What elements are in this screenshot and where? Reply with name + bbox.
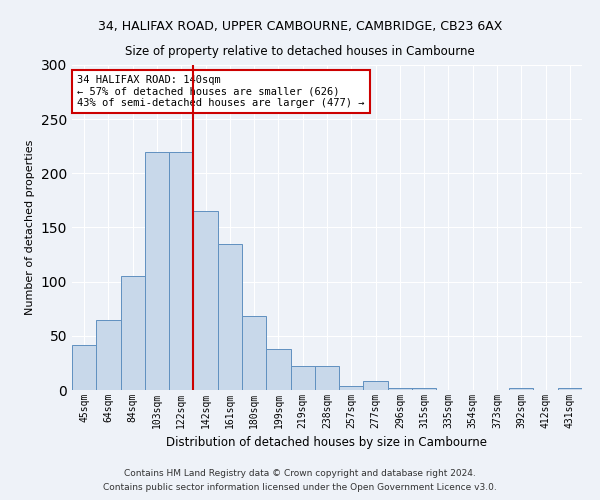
Bar — [315, 366, 339, 390]
Bar — [388, 388, 412, 390]
Text: 34, HALIFAX ROAD, UPPER CAMBOURNE, CAMBRIDGE, CB23 6AX: 34, HALIFAX ROAD, UPPER CAMBOURNE, CAMBR… — [98, 20, 502, 33]
Bar — [96, 320, 121, 390]
Text: Contains HM Land Registry data © Crown copyright and database right 2024.: Contains HM Land Registry data © Crown c… — [124, 468, 476, 477]
Bar — [121, 276, 145, 390]
Text: Size of property relative to detached houses in Cambourne: Size of property relative to detached ho… — [125, 45, 475, 58]
Bar — [193, 211, 218, 390]
Bar — [169, 152, 193, 390]
Bar — [218, 244, 242, 390]
Bar — [558, 388, 582, 390]
Y-axis label: Number of detached properties: Number of detached properties — [25, 140, 35, 315]
Bar — [72, 344, 96, 390]
Bar — [266, 349, 290, 390]
Bar — [242, 316, 266, 390]
Bar — [290, 366, 315, 390]
Bar — [412, 388, 436, 390]
Text: Contains public sector information licensed under the Open Government Licence v3: Contains public sector information licen… — [103, 484, 497, 492]
Bar — [145, 152, 169, 390]
Bar — [339, 386, 364, 390]
Text: 34 HALIFAX ROAD: 140sqm
← 57% of detached houses are smaller (626)
43% of semi-d: 34 HALIFAX ROAD: 140sqm ← 57% of detache… — [77, 74, 365, 108]
Bar — [364, 382, 388, 390]
Bar — [509, 388, 533, 390]
X-axis label: Distribution of detached houses by size in Cambourne: Distribution of detached houses by size … — [167, 436, 487, 450]
